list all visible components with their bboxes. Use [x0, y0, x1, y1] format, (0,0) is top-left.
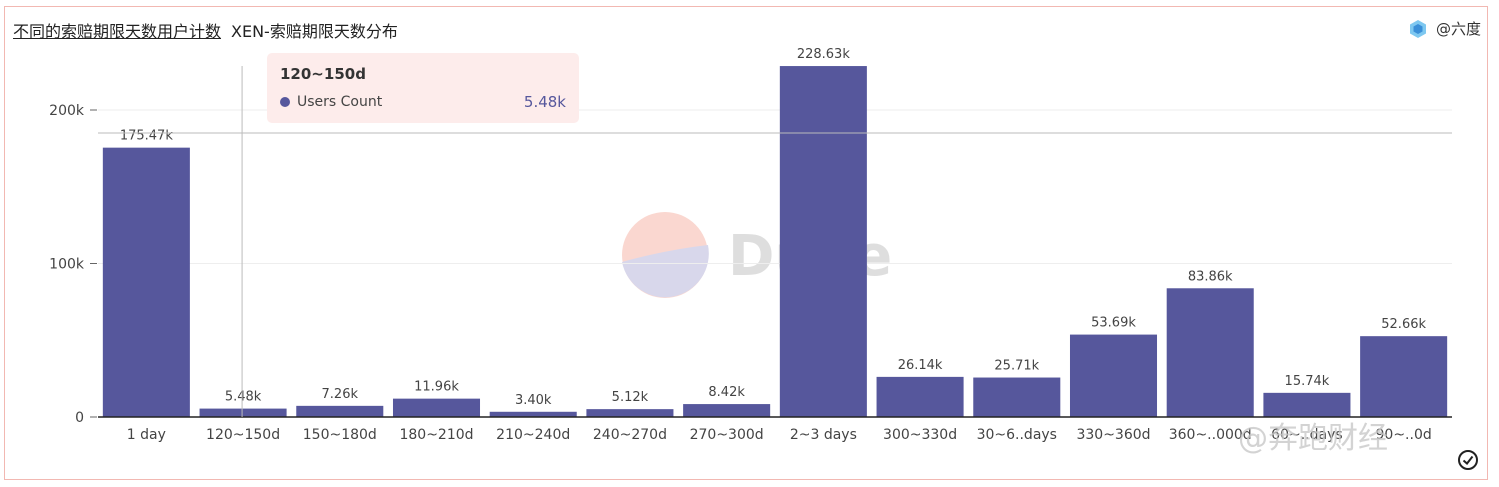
source-watermark: @奔跑财经: [1238, 421, 1388, 456]
data-label: 26.14k: [898, 358, 943, 373]
tooltip-row: Users Count 5.48k: [280, 93, 566, 111]
tooltip-value: 5.48k: [523, 93, 566, 111]
x-tick-label: 300~330d: [883, 427, 957, 443]
bar[interactable]: [683, 404, 771, 417]
bar[interactable]: [489, 411, 577, 417]
x-tick-label: 210~240d: [496, 427, 570, 443]
data-label: 5.12k: [612, 390, 649, 405]
check-icon[interactable]: [1458, 450, 1478, 470]
bar[interactable]: [779, 66, 867, 417]
y-tick-label: 100k: [49, 257, 85, 273]
y-tick-label: 0: [75, 410, 84, 426]
x-tick-label: 270~300d: [690, 427, 764, 443]
bar[interactable]: [1069, 334, 1158, 417]
data-label: 228.63k: [797, 47, 850, 62]
bar[interactable]: [1166, 288, 1254, 417]
bar[interactable]: [876, 376, 964, 417]
data-label: 25.71k: [994, 359, 1039, 374]
data-label: 11.96k: [414, 380, 459, 395]
query-title-link[interactable]: 不同的索赔期限天数用户计数: [13, 22, 222, 41]
author-name: @六度: [1435, 20, 1481, 38]
series-dot-icon: [280, 97, 290, 107]
data-label: 5.48k: [225, 390, 262, 405]
tooltip-title: 120~150d: [280, 65, 366, 83]
bar[interactable]: [102, 147, 190, 417]
x-tick-label: 2~3 days: [790, 427, 857, 443]
author-avatar-icon: [1409, 19, 1426, 38]
bar[interactable]: [1360, 336, 1448, 417]
bar[interactable]: [392, 398, 481, 417]
bar[interactable]: [973, 377, 1061, 417]
bar[interactable]: [1263, 392, 1351, 417]
data-label: 7.26k: [322, 387, 359, 402]
data-label: 83.86k: [1188, 269, 1233, 284]
bars-layer: [102, 66, 1448, 417]
bar[interactable]: [586, 409, 674, 417]
crosshair: [98, 66, 1452, 417]
x-tick-label: 60~..days: [1271, 427, 1343, 443]
x-tick-label: 90~..0d: [1376, 427, 1432, 443]
chart-subtitle: XEN-索赔期限天数分布: [231, 22, 398, 41]
author-link[interactable]: @六度: [1408, 18, 1481, 39]
data-label: 175.47k: [120, 129, 173, 144]
chart-tooltip: 120~150d Users Count 5.48k: [267, 53, 579, 123]
x-tick-label: 330~360d: [1076, 427, 1150, 443]
data-label: 53.69k: [1091, 316, 1136, 331]
x-tick-label: 240~270d: [593, 427, 667, 443]
x-tick-label: 150~180d: [303, 427, 377, 443]
bar[interactable]: [296, 405, 384, 417]
title-row: 不同的索赔期限天数用户计数 XEN-索赔期限天数分布: [13, 18, 398, 42]
bar[interactable]: [199, 408, 287, 417]
data-label: 52.66k: [1381, 317, 1426, 332]
tooltip-series-name: Users Count: [297, 94, 383, 110]
y-tick-label: 200k: [49, 103, 85, 119]
x-axis: 1 day 120~150d 150~180d 180~210d 210~240d 240…: [98, 416, 1452, 443]
x-tick-label: 30~6..days: [977, 427, 1057, 443]
data-label: 8.42k: [708, 385, 745, 400]
data-label: 3.40k: [515, 393, 552, 408]
x-tick-label: 360~..000d: [1169, 427, 1252, 443]
y-axis: 0 100k 200k: [49, 103, 97, 426]
x-tick-label: 1 day: [127, 427, 166, 443]
x-tick-label: 180~210d: [399, 427, 473, 443]
x-tick-label: 120~150d: [206, 427, 280, 443]
labels-layer: 175.47k 5.48k 7.26k 11.96k 3.40k 5.12k 8.42k 22…: [120, 47, 1427, 408]
data-label: 15.74k: [1285, 374, 1330, 389]
